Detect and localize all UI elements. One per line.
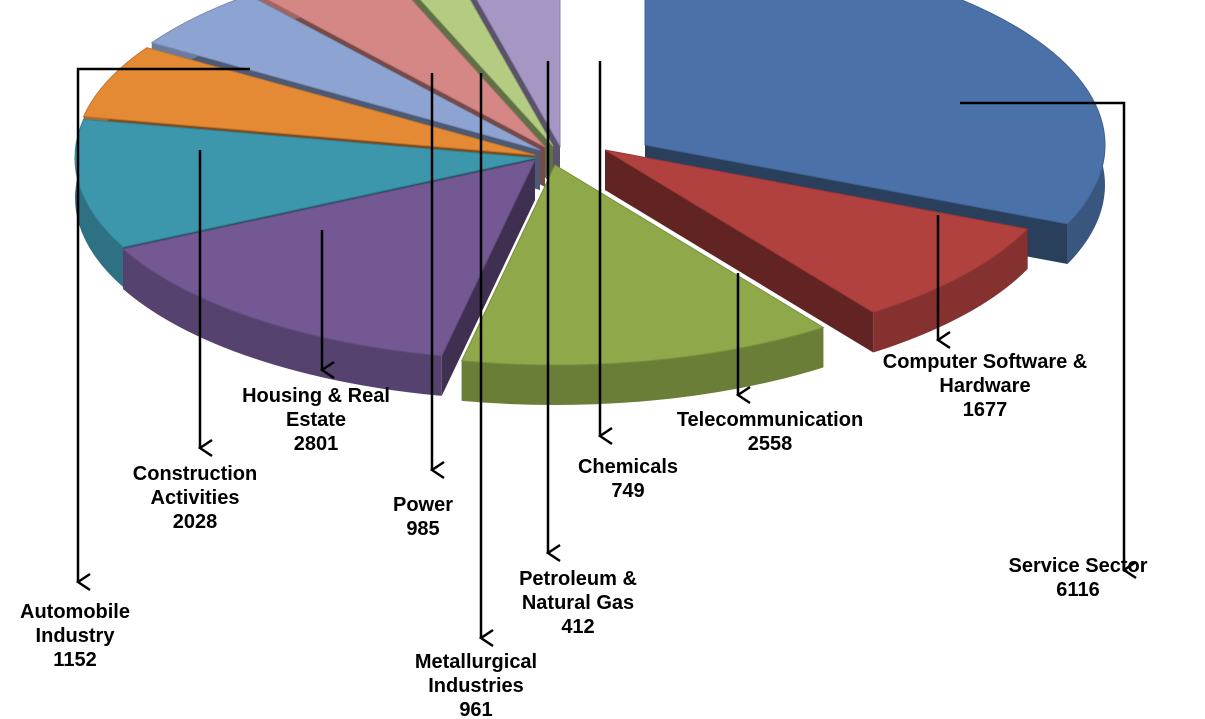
slice-label: Automobile Industry 1152	[20, 601, 130, 671]
slice-value: 6116	[1056, 579, 1099, 601]
slice-name: Power	[393, 494, 453, 516]
leader-lines	[78, 61, 1124, 638]
slice-name: Service Sector	[1009, 555, 1148, 577]
slice-name: Metallurgical	[415, 651, 537, 673]
slice-label: Chemicals 749	[578, 456, 678, 502]
slice-top	[604, 149, 1029, 314]
slice-value: 2028	[173, 511, 218, 533]
slice-name: Telecommunication	[677, 409, 863, 431]
slice-name: Hardware	[939, 375, 1030, 397]
slice-name: Automobile	[20, 601, 130, 623]
slice-rim	[873, 228, 1028, 353]
slice-top	[476, 0, 561, 148]
slice-label: Computer Software & Hardware 1677	[883, 351, 1087, 421]
slice-label: Housing & Real Estate 2801	[242, 385, 390, 455]
slice-name: Estate	[286, 409, 346, 431]
slice-value: 985	[406, 518, 439, 540]
slice-label: Metallurgical Industries 961	[415, 651, 537, 719]
leader-line	[78, 67, 250, 582]
slice-name: Industry	[36, 625, 116, 647]
slice-top	[267, 0, 546, 148]
slice-name: Housing & Real	[242, 385, 390, 407]
slice-name: Computer Software &	[883, 351, 1087, 373]
slice-top	[644, 0, 1106, 225]
slice-value: 412	[561, 616, 594, 638]
slice-wall	[605, 150, 874, 353]
pie-slice	[460, 164, 825, 405]
slice-name: Natural Gas	[522, 592, 634, 614]
slice-value: 2558	[748, 433, 793, 455]
slice-label: Telecommunication 2558	[677, 409, 863, 455]
slice-name: Construction	[133, 463, 257, 485]
slice-name: Activities	[151, 487, 240, 509]
slice-value: 961	[459, 699, 492, 719]
slice-label: Petroleum & Natural Gas 412	[519, 568, 637, 638]
slice-name: Petroleum &	[519, 568, 637, 590]
slice-label: Power 985	[393, 494, 453, 540]
slice-value: 749	[611, 480, 644, 502]
slice-top	[82, 47, 536, 156]
slice-rim	[123, 249, 442, 396]
pie-slices	[74, 0, 1106, 405]
pie-slice	[604, 149, 1029, 353]
slice-rim	[75, 119, 124, 288]
slice-label: Service Sector 6116	[1009, 555, 1148, 601]
slice-label: Construction Activities 2028	[133, 463, 257, 533]
slice-name: Industries	[428, 675, 524, 697]
slice-top	[460, 164, 825, 366]
leader-line	[960, 101, 1124, 570]
slice-value: 2801	[294, 433, 339, 455]
slice-name: Chemicals	[578, 456, 678, 478]
slice-value: 1677	[963, 399, 1008, 421]
slice-value: 1152	[53, 649, 96, 671]
pie-slice	[454, 0, 561, 186]
slice-labels: Service Sector 6116 Computer Software & Har…	[20, 351, 1148, 719]
slice-top	[150, 0, 541, 151]
slice-rim	[461, 327, 824, 405]
slice-wall	[441, 160, 535, 396]
